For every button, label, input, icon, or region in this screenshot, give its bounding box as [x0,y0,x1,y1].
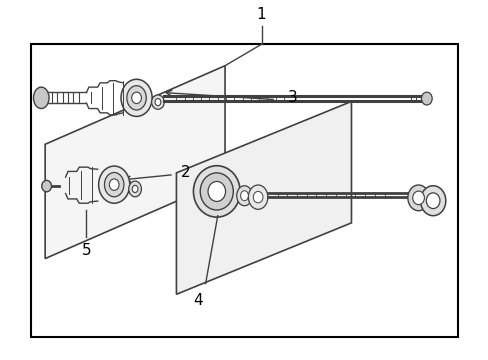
Ellipse shape [109,179,119,190]
Ellipse shape [193,166,240,217]
Text: 4: 4 [193,293,203,307]
Ellipse shape [236,186,252,206]
Ellipse shape [121,79,152,116]
Ellipse shape [207,181,225,202]
Ellipse shape [407,185,428,211]
Ellipse shape [426,193,439,208]
Ellipse shape [33,87,49,109]
Text: 2: 2 [181,165,190,180]
Ellipse shape [41,180,51,192]
Ellipse shape [151,95,164,109]
Ellipse shape [99,166,129,203]
Bar [30,44,458,337]
Ellipse shape [104,172,123,197]
Ellipse shape [420,186,445,216]
Ellipse shape [132,185,138,193]
Polygon shape [45,66,224,258]
Text: 1: 1 [256,7,266,22]
Ellipse shape [131,92,141,104]
Ellipse shape [240,191,248,201]
Ellipse shape [412,191,424,204]
Text: 3: 3 [287,90,297,105]
Ellipse shape [200,173,233,210]
Polygon shape [176,102,351,294]
Ellipse shape [155,99,161,106]
Ellipse shape [128,181,141,197]
Text: 5: 5 [81,243,91,257]
Ellipse shape [253,192,263,203]
Ellipse shape [421,92,431,105]
Ellipse shape [126,86,146,110]
Ellipse shape [248,185,267,209]
